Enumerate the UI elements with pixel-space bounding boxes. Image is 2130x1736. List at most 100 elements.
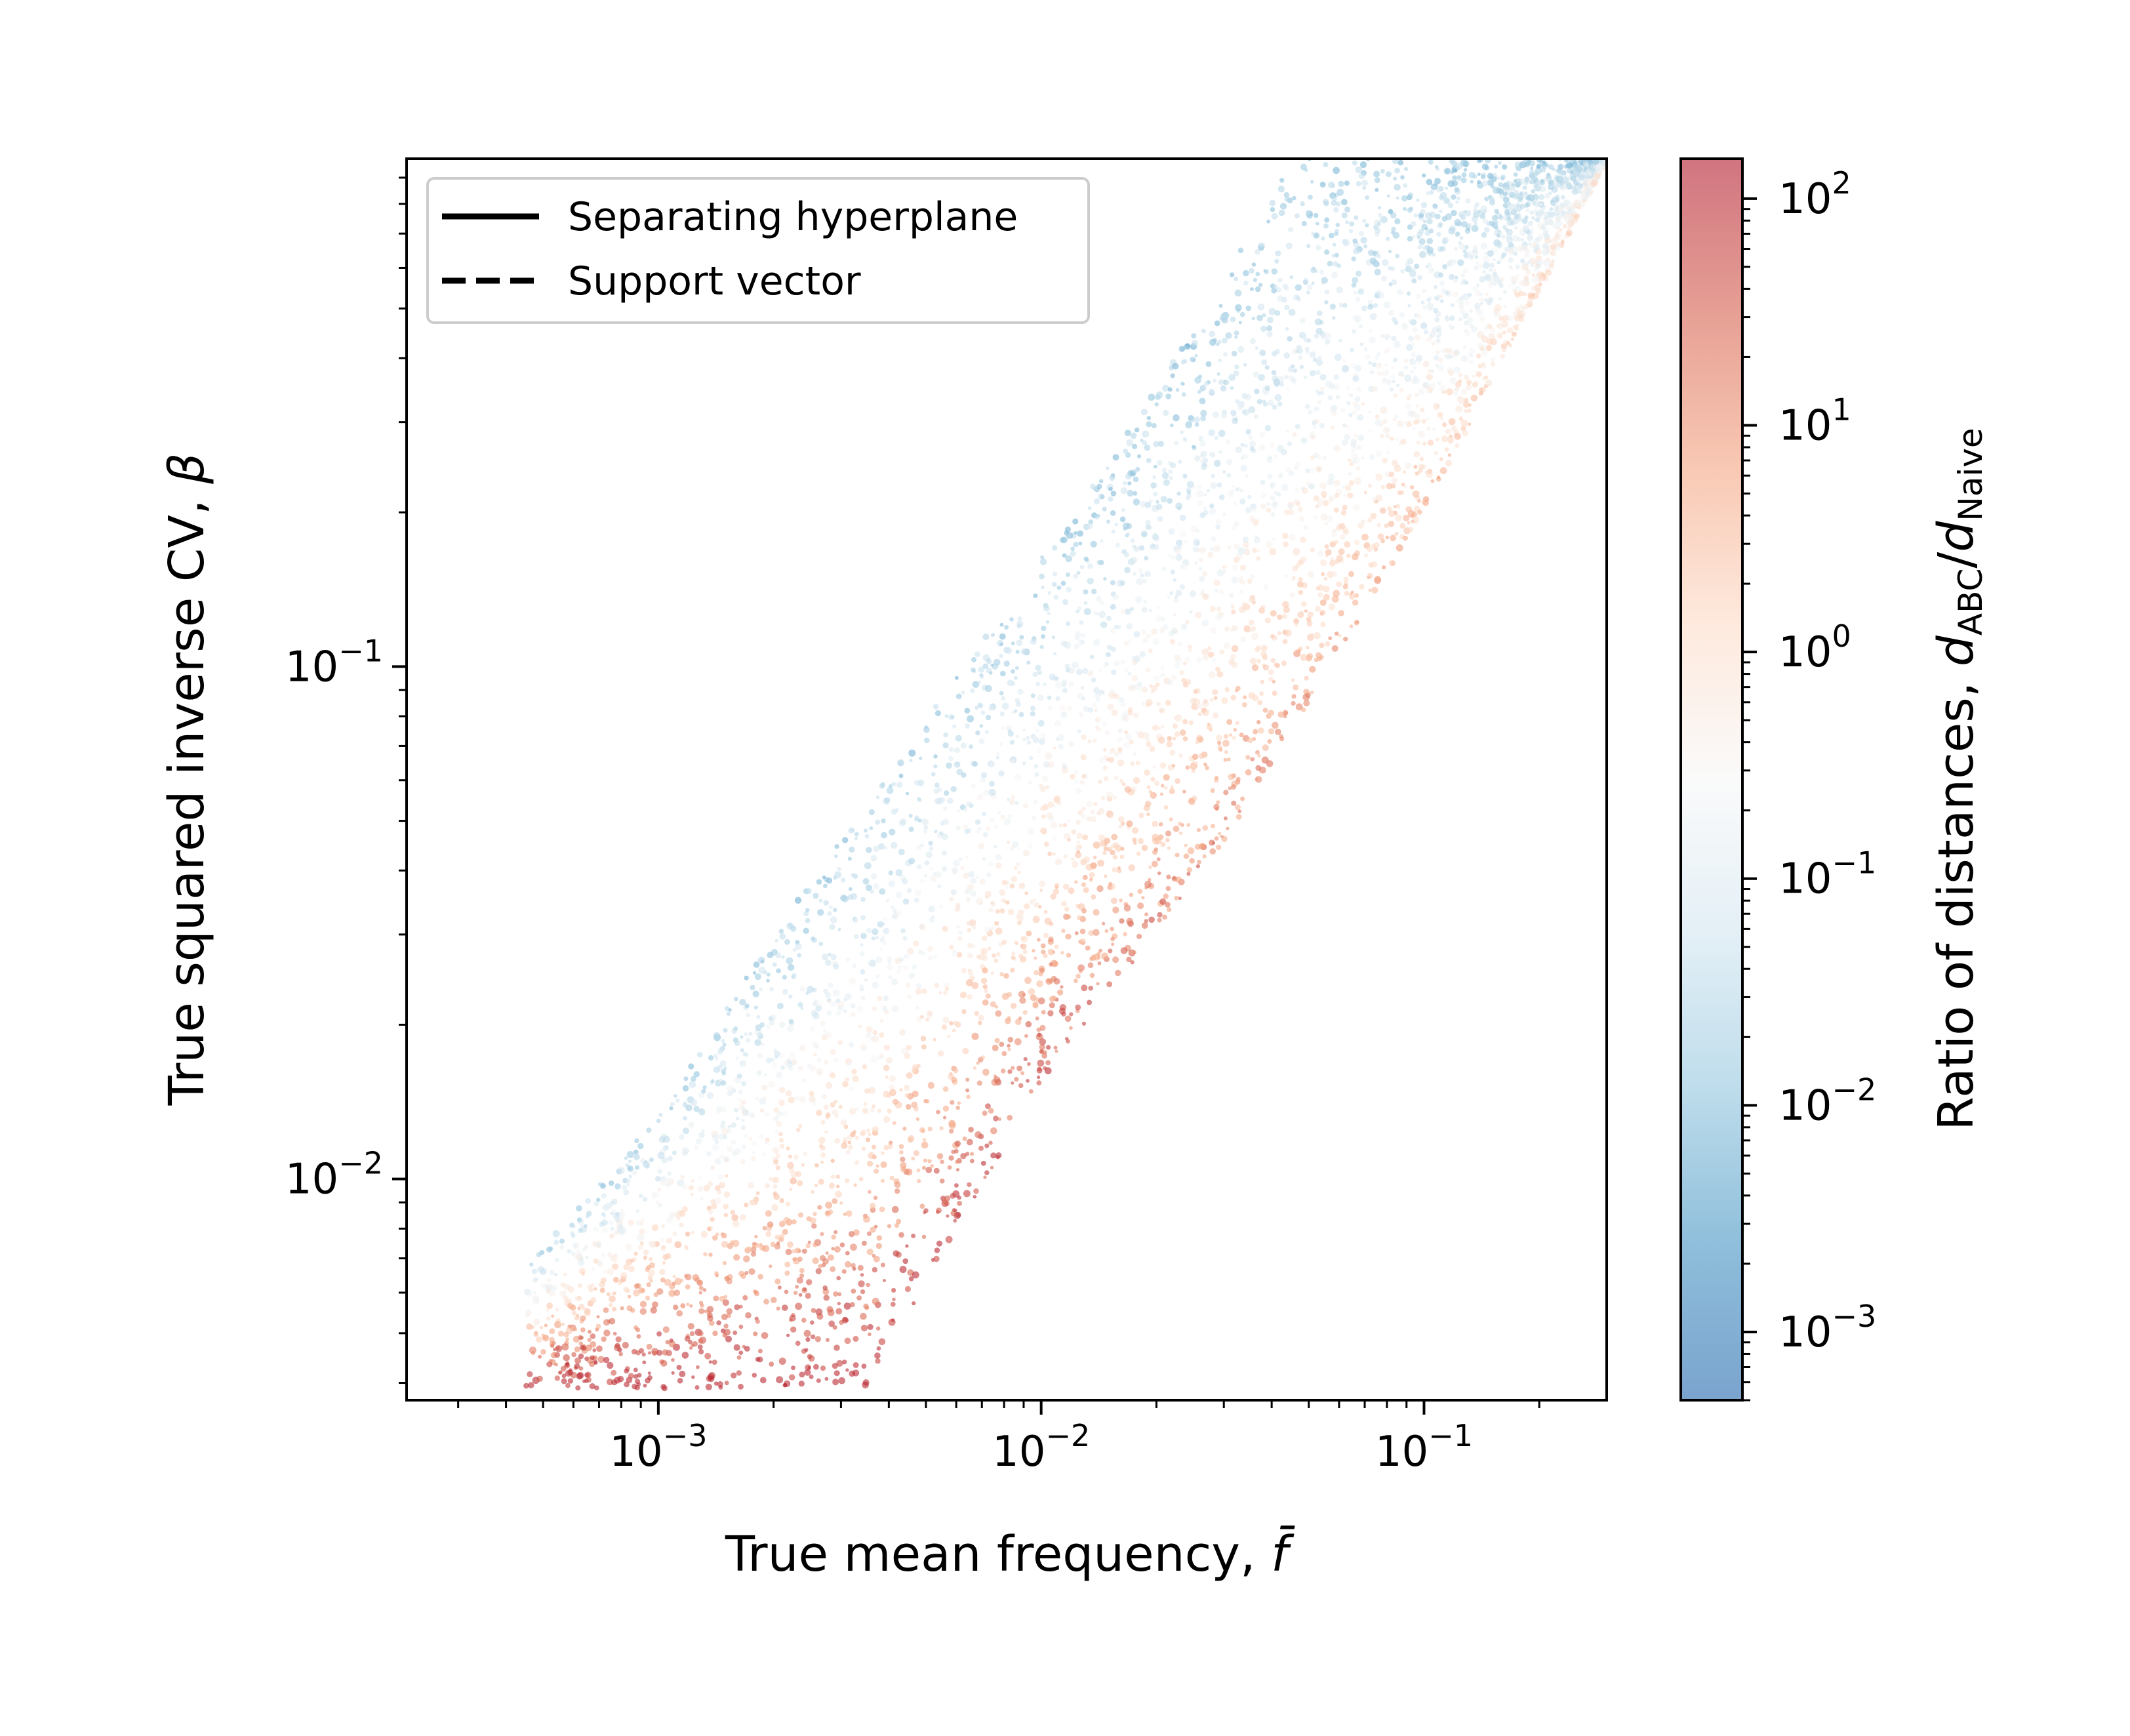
scatter-point — [1491, 274, 1495, 278]
scatter-point — [646, 1343, 653, 1350]
scatter-point — [930, 1164, 934, 1168]
scatter-point — [1472, 285, 1479, 292]
scatter-point — [1209, 451, 1216, 458]
scatter-point — [976, 1061, 980, 1065]
scatter-point — [940, 820, 945, 826]
scatter-point — [1420, 209, 1426, 215]
scatter-point — [1319, 181, 1326, 188]
scatter-point — [1223, 757, 1228, 762]
scatter-point — [1319, 642, 1325, 649]
scatter-point — [1386, 428, 1391, 433]
scatter-point — [813, 1242, 818, 1247]
scatter-point — [1146, 702, 1150, 708]
scatter-point — [1323, 223, 1329, 229]
scatter-point — [801, 1163, 805, 1167]
scatter-point — [1376, 523, 1381, 528]
scatter-point — [1428, 159, 1434, 165]
scatter-point — [1123, 710, 1129, 717]
scatter-point — [1163, 893, 1169, 899]
scatter-point — [1426, 237, 1434, 245]
scatter-point — [1248, 406, 1256, 414]
scatter-point — [802, 1287, 807, 1292]
scatter-point — [1401, 195, 1408, 202]
scatter-point — [1019, 635, 1024, 640]
scatter-point — [995, 927, 1003, 935]
scatter-point — [1426, 298, 1431, 302]
scatter-point — [1004, 1018, 1011, 1024]
scatter-point — [1462, 345, 1466, 350]
scatter-point — [1258, 283, 1263, 287]
scatter-point — [1055, 858, 1062, 866]
scatter-point — [963, 824, 969, 830]
scatter-point — [740, 1159, 746, 1164]
scatter-point — [738, 1324, 744, 1329]
scatter-point — [919, 923, 926, 931]
scatter-point — [1304, 168, 1308, 172]
scatter-point — [1392, 379, 1396, 383]
scatter-point — [936, 1210, 940, 1214]
scatter-point — [633, 1154, 640, 1160]
scatter-point — [1255, 765, 1262, 771]
scatter-point — [1103, 776, 1109, 782]
scatter-point — [1140, 500, 1147, 508]
scatter-point — [922, 1137, 927, 1142]
scatter-point — [965, 1152, 970, 1156]
scatter-point — [830, 954, 837, 960]
scatter-point — [597, 1240, 601, 1245]
scatter-point — [1333, 479, 1340, 487]
scatter-point — [1045, 785, 1050, 790]
scatter-point — [1279, 203, 1287, 210]
scatter-point — [626, 1179, 631, 1183]
scatter-point — [1129, 893, 1134, 897]
scatter-point — [1237, 346, 1245, 353]
scatter-point — [744, 1202, 749, 1207]
scatter-point — [962, 1136, 967, 1141]
scatter-point — [1090, 809, 1095, 815]
scatter-point — [571, 1310, 577, 1316]
scatter-point — [1065, 934, 1071, 940]
scatter-point — [977, 1020, 982, 1026]
scatter-point — [1200, 415, 1206, 422]
scatter-point — [580, 1315, 586, 1322]
scatter-point — [881, 922, 885, 926]
scatter-point — [879, 947, 883, 951]
scatter-point — [1320, 513, 1328, 521]
scatter-point — [834, 1246, 841, 1253]
scatter-point — [979, 878, 986, 885]
scatter-point — [891, 1287, 896, 1293]
scatter-point — [1307, 571, 1315, 578]
scatter-point — [1422, 441, 1427, 446]
scatter-point — [586, 1211, 592, 1217]
scatter-point — [1469, 309, 1473, 313]
scatter-point — [1152, 491, 1158, 496]
scatter-point — [1179, 584, 1185, 590]
scatter-point — [1177, 641, 1183, 647]
scatter-point — [898, 1144, 904, 1149]
scatter-point — [687, 1323, 694, 1330]
scatter-point — [635, 1165, 639, 1170]
scatter-point — [1221, 413, 1227, 418]
scatter-point — [712, 1330, 718, 1337]
scatter-point — [1324, 521, 1329, 526]
scatter-point — [696, 1051, 703, 1058]
scatter-point — [678, 1134, 685, 1140]
scatter-point — [1188, 647, 1192, 653]
scatter-point — [561, 1322, 565, 1327]
scatter-point — [1169, 750, 1176, 756]
scatter-point — [1273, 285, 1278, 290]
scatter-point — [1251, 507, 1257, 513]
scatter-point — [1074, 979, 1078, 983]
scatter-point — [1260, 503, 1266, 510]
scatter-point — [745, 1312, 752, 1319]
scatter-point — [1502, 203, 1508, 209]
scatter-point — [1250, 287, 1254, 291]
scatter-point — [778, 1221, 786, 1228]
scatter-point — [1108, 752, 1112, 756]
scatter-point — [805, 908, 810, 912]
scatter-point — [1362, 186, 1366, 190]
scatter-point — [1088, 986, 1093, 991]
scatter-point — [757, 1348, 763, 1354]
scatter-point — [1023, 1057, 1028, 1062]
scatter-point — [1140, 573, 1144, 578]
scatter-point — [1534, 283, 1541, 291]
